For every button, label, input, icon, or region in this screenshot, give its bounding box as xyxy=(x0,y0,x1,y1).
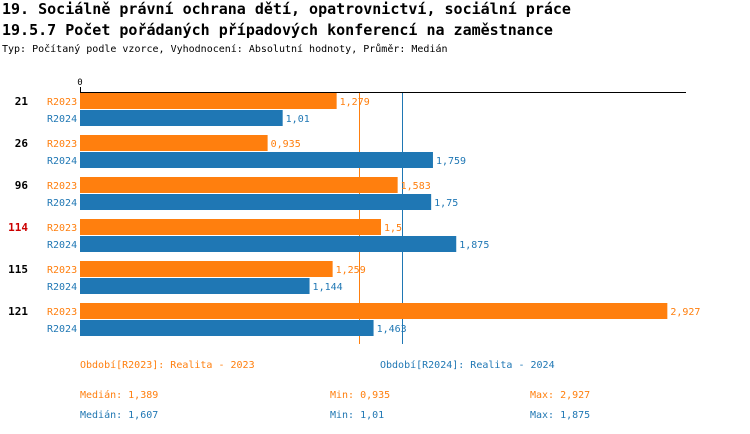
chart-subtitle: Typ: Počítaný podle vzorce, Vyhodnocení:… xyxy=(2,44,448,55)
stat-r2023-max: Max: 2,927 xyxy=(530,390,591,401)
series-tag-r2024: R2024 xyxy=(47,114,77,125)
series-tag-r2024: R2024 xyxy=(47,198,77,209)
bar-r2023-96 xyxy=(80,177,398,193)
series-tag-r2023: R2023 xyxy=(47,97,77,108)
value-label: 1,759 xyxy=(436,156,466,167)
value-label: 2,927 xyxy=(670,307,700,318)
bar-r2024-21 xyxy=(80,110,283,126)
page-title: 19. Sociálně právní ochrana dětí, opatro… xyxy=(2,0,571,18)
value-label: 1,01 xyxy=(286,114,310,125)
category-label: 26 xyxy=(15,137,29,150)
value-label: 1,875 xyxy=(459,240,489,251)
x-axis-zero-label: 0 xyxy=(77,78,82,88)
bar-r2024-26 xyxy=(80,152,433,168)
value-label: 1,5 xyxy=(384,223,402,234)
legend-r2024: Období[R2024]: Realita - 2024 xyxy=(380,360,555,371)
value-label: 0,935 xyxy=(271,139,301,150)
stat-r2024-median: Medián: 1,607 xyxy=(80,410,159,421)
bar-r2023-114 xyxy=(80,219,381,235)
value-label: 1,259 xyxy=(336,265,366,276)
bar-r2024-115 xyxy=(80,278,310,294)
bar-r2023-26 xyxy=(80,135,268,151)
category-label: 96 xyxy=(15,179,29,192)
series-tag-r2024: R2024 xyxy=(47,156,77,167)
series-tag-r2023: R2023 xyxy=(47,139,77,150)
value-label: 1,583 xyxy=(401,181,431,192)
bar-r2023-21 xyxy=(80,93,337,109)
value-label: 1,144 xyxy=(313,282,343,293)
bar-r2024-96 xyxy=(80,194,432,210)
stat-r2023-min: Min: 0,935 xyxy=(330,390,391,401)
category-label: 121 xyxy=(8,305,28,318)
bar-r2024-121 xyxy=(80,320,374,336)
series-tag-r2023: R2023 xyxy=(47,265,77,276)
bar-r2023-121 xyxy=(80,303,668,319)
series-tag-r2023: R2023 xyxy=(47,181,77,192)
category-label: 21 xyxy=(15,95,29,108)
series-tag-r2024: R2024 xyxy=(47,282,77,293)
legend-r2023: Období[R2023]: Realita - 2023 xyxy=(80,360,255,371)
bar-r2024-114 xyxy=(80,236,457,252)
value-label: 1,279 xyxy=(340,97,370,108)
bar-r2023-115 xyxy=(80,261,333,277)
category-label: 114 xyxy=(8,221,28,234)
value-label: 1,463 xyxy=(377,324,407,335)
series-tag-r2024: R2024 xyxy=(47,240,77,251)
value-label: 1,75 xyxy=(434,198,458,209)
series-tag-r2023: R2023 xyxy=(47,223,77,234)
stat-r2023-median: Medián: 1,389 xyxy=(80,390,159,401)
category-label: 115 xyxy=(8,263,28,276)
chart-title: 19.5.7 Počet pořádaných případových konf… xyxy=(2,21,553,39)
series-tag-r2023: R2023 xyxy=(47,307,77,318)
stat-r2024-min: Min: 1,01 xyxy=(330,410,385,421)
series-tag-r2024: R2024 xyxy=(47,324,77,335)
stat-r2024-max: Max: 1,875 xyxy=(530,410,591,421)
